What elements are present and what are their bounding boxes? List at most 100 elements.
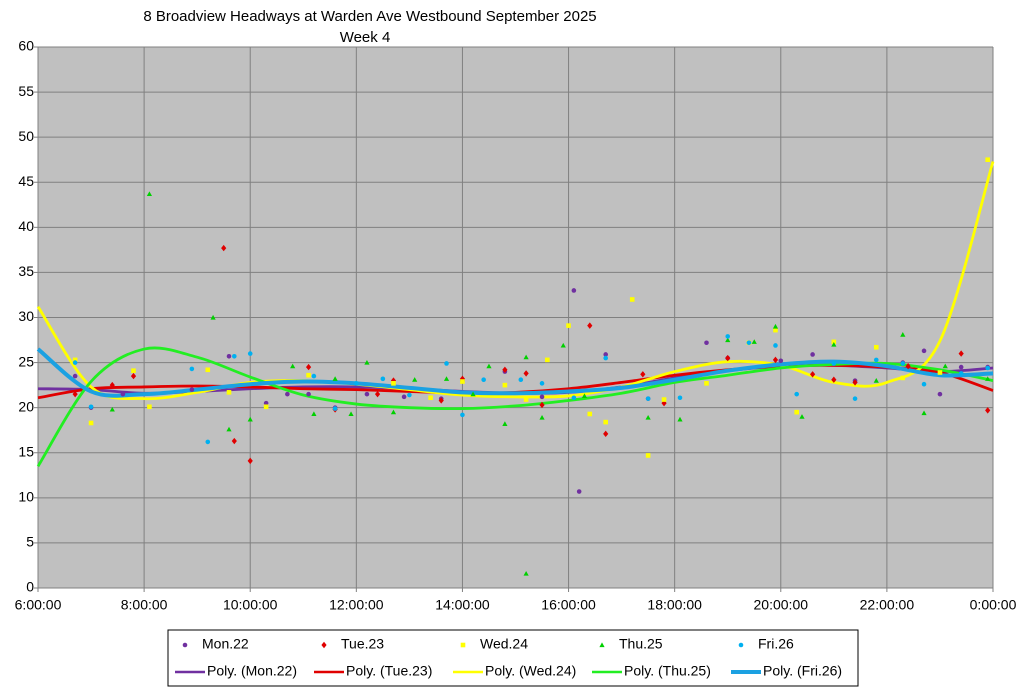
point [900, 375, 906, 381]
point [523, 354, 529, 360]
y-tick-label: 20 [18, 398, 34, 414]
point [407, 392, 412, 398]
point [72, 390, 78, 398]
point [587, 411, 593, 417]
point [751, 339, 757, 344]
legend-label: Mon.22 [202, 636, 249, 652]
point [210, 314, 216, 320]
point [905, 362, 911, 370]
point [502, 421, 508, 426]
point [677, 416, 683, 422]
point [205, 367, 211, 373]
legend-marker [321, 641, 327, 649]
point [380, 376, 386, 382]
point [523, 397, 529, 402]
point [725, 334, 731, 339]
y-tick-label: 60 [18, 38, 34, 54]
point [794, 391, 799, 397]
point [581, 393, 588, 399]
legend-label: Poly. (Wed.24) [485, 663, 576, 679]
point [311, 373, 317, 379]
point [773, 343, 778, 348]
legend-label: Wed.24 [480, 636, 528, 652]
y-tick-label: 55 [18, 83, 34, 99]
y-tick-label: 45 [18, 173, 34, 189]
point [810, 352, 815, 357]
point [645, 453, 651, 458]
point [921, 381, 927, 387]
x-tick-label: 16:00:00 [541, 597, 596, 613]
point [131, 368, 136, 373]
point [470, 391, 476, 397]
point [263, 404, 269, 410]
point [364, 359, 370, 365]
point [438, 397, 444, 404]
point [146, 191, 153, 197]
point [576, 489, 582, 494]
legend-marker [460, 642, 466, 648]
point [725, 354, 731, 362]
point [645, 396, 651, 401]
point [502, 382, 508, 388]
point [539, 381, 545, 386]
point [958, 350, 964, 357]
point [942, 363, 948, 369]
point [810, 371, 816, 378]
point [937, 370, 943, 375]
point [852, 396, 858, 401]
point [704, 381, 709, 386]
y-tick-label: 40 [18, 218, 34, 234]
point [831, 361, 837, 366]
point [88, 420, 94, 426]
point [311, 411, 317, 417]
point [189, 366, 195, 372]
point [640, 371, 646, 378]
point [831, 339, 837, 345]
point [677, 395, 683, 401]
point [221, 244, 227, 252]
point [873, 357, 879, 363]
legend-marker [599, 642, 605, 648]
point [247, 351, 253, 356]
point [645, 414, 651, 420]
point [560, 342, 566, 348]
point [545, 357, 550, 363]
point [794, 409, 799, 415]
point [374, 390, 381, 398]
point [226, 426, 232, 432]
point [937, 391, 943, 397]
point [773, 327, 778, 333]
point [401, 394, 407, 400]
point [205, 439, 211, 445]
point [778, 358, 784, 364]
point [147, 404, 152, 410]
point [247, 457, 253, 465]
point [852, 379, 858, 386]
trendline [36, 161, 995, 401]
point [985, 376, 991, 381]
x-tick-label: 8:00:00 [121, 597, 168, 613]
point [354, 381, 359, 386]
legend-box [167, 629, 859, 687]
y-tick-label: 50 [18, 128, 34, 144]
point [746, 340, 752, 346]
y-tick-label: 5 [26, 534, 34, 550]
x-tick-label: 18:00:00 [647, 597, 702, 613]
legend-label: Poly. (Thu.25) [624, 663, 711, 679]
point [306, 372, 311, 378]
point [502, 366, 508, 373]
point [189, 387, 195, 392]
legend-label: Thu.25 [619, 636, 663, 652]
y-tick-label: 30 [18, 308, 34, 324]
point [571, 288, 577, 293]
y-tick-label: 10 [18, 489, 34, 505]
point [390, 409, 397, 415]
point [603, 355, 608, 361]
point [109, 406, 115, 412]
point [348, 411, 354, 417]
x-tick-label: 0:00:00 [970, 597, 1017, 613]
point [571, 395, 577, 401]
x-tick-label: 22:00:00 [860, 597, 915, 613]
legend-label: Poly. (Tue.23) [346, 663, 432, 679]
